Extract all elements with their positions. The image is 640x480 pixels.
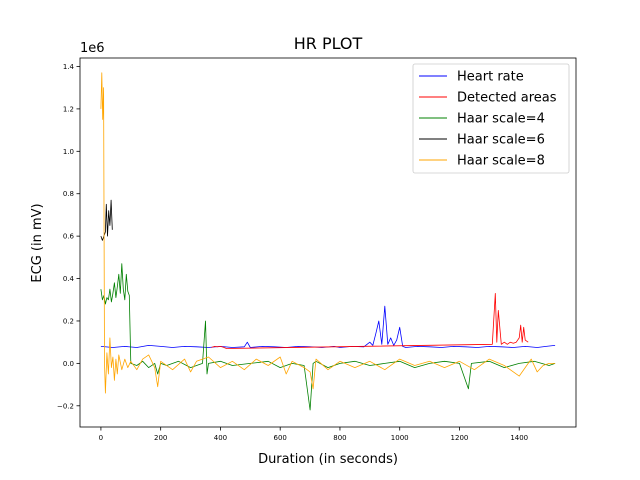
y-tick-label: 0.0: [63, 360, 74, 368]
x-axis: 0 200 400 600 800 1000 1200 1400: [99, 427, 528, 442]
legend-label: Heart rate: [457, 70, 524, 85]
y-offset-label: 1e6: [80, 41, 105, 56]
x-axis-title: Duration (in seconds): [258, 452, 398, 467]
y-tick-label: −0.2: [57, 402, 74, 410]
legend-label: Haar scale=6: [457, 133, 545, 148]
x-tick-label: 1000: [391, 434, 409, 442]
x-tick-label: 1200: [451, 434, 469, 442]
y-tick-label: 0.2: [63, 317, 74, 325]
legend-label: Detected areas: [457, 91, 557, 106]
y-tick-label: 1.4: [63, 63, 75, 71]
series-line-1: [100, 305, 556, 348]
plot-frame: [79, 57, 577, 428]
x-tick-label: 800: [333, 434, 346, 442]
series-line-5: [100, 72, 556, 394]
legend-label: Haar scale=4: [457, 112, 545, 127]
y-axis: −0.2 0.0 0.2 0.4 0.6 0.8 1.0 1.2 1.4: [57, 63, 80, 410]
x-tick-label: 200: [154, 434, 167, 442]
chart-title: HR PLOT: [294, 34, 363, 53]
x-tick-label: 600: [274, 434, 287, 442]
y-tick-label: 0.8: [63, 190, 74, 198]
x-tick-label: 1400: [510, 434, 528, 442]
y-tick-label: 1.0: [63, 148, 74, 156]
y-tick-label: 0.4: [63, 275, 75, 283]
y-axis-title: ECG (in mV): [30, 203, 45, 282]
series-line-3: [100, 263, 556, 411]
x-tick-label: 0: [99, 434, 103, 442]
series-line-4: [100, 199, 113, 241]
y-tick-label: 0.6: [63, 233, 75, 241]
legend-box: [412, 63, 570, 174]
x-tick-label: 400: [214, 434, 227, 442]
legend: Heart rate Detected areas Haar scale=4 Haar…: [412, 63, 570, 174]
legend-label: Haar scale=8: [457, 154, 545, 169]
series-line-2: [211, 292, 529, 349]
plot-area: [100, 72, 556, 411]
y-tick-label: 1.2: [63, 105, 74, 113]
